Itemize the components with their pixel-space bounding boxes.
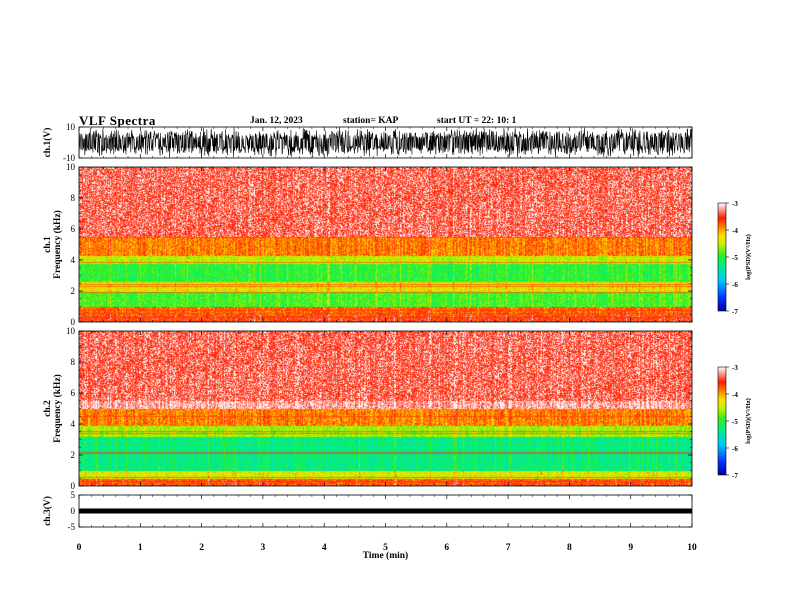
ch1-spectrogram-ytick-label: 4 (71, 255, 76, 265)
x-tick-label: 8 (567, 543, 572, 553)
ch2-spectrogram-ylabel: Frequency (kHz) (52, 374, 63, 443)
ch2-spectrogram-ylabel: ch.2 (43, 400, 53, 417)
ch2-colorbar-tick-label: -6 (732, 445, 738, 453)
ch1-spectrogram-ylabel: Frequency (kHz) (52, 210, 63, 279)
ch1-waveform-ylabel: ch.1(V) (42, 128, 53, 158)
ch2-spectrogram-ytick-label: 10 (66, 326, 76, 336)
ch3-waveform-trace (79, 508, 692, 514)
x-tick-label: 4 (322, 543, 327, 553)
ch1-spectrogram-ytick-label: 6 (71, 224, 76, 234)
x-tick-label: 3 (261, 543, 266, 553)
ch2-colorbar-tick-label: -7 (732, 472, 738, 480)
ch2-colorbar-tick-label: -5 (732, 418, 738, 426)
ch1-spectrogram-ytick-label: 10 (66, 162, 76, 172)
ch1-spectrogram-image (79, 167, 692, 322)
x-tick-label: 0 (77, 543, 82, 553)
date-label: Jan. 12, 2023 (250, 116, 303, 126)
ch2-colorbar-label: log(PSD)(V²/Hz) (745, 398, 752, 444)
ch1-spectrogram-ytick-label: 2 (71, 286, 76, 296)
x-tick-label: 1 (138, 543, 143, 553)
ch1-colorbar (717, 202, 727, 312)
ch2-spectrogram-ytick-label: 4 (71, 419, 76, 429)
ch3-waveform-ytick-label: -5 (68, 522, 76, 532)
x-axis-label: Time (min) (363, 550, 408, 561)
ch1-colorbar-tick-label: -5 (732, 254, 738, 262)
station-label: station= KAP (343, 116, 399, 126)
ch2-colorbar-tick-label: -3 (732, 364, 738, 372)
chart-title: VLF Spectra (79, 113, 156, 128)
x-tick-label: 10 (687, 543, 697, 553)
ch1-waveform-trace (78, 127, 693, 158)
x-tick-label: 6 (444, 543, 449, 553)
ch1-waveform-ytick-label: -10 (63, 153, 75, 163)
ch1-colorbar-tick-label: -6 (732, 281, 738, 289)
ch1-colorbar-tick-label: -7 (732, 308, 738, 316)
x-tick-label: 2 (199, 543, 204, 553)
x-tick-label: 9 (628, 543, 633, 553)
ch3-waveform-ytick-label: 0 (71, 506, 76, 516)
ch3-waveform-ytick-label: 5 (71, 490, 76, 500)
ch1-colorbar-tick-label: -4 (732, 227, 738, 235)
ch1-colorbar-label: log(PSD)(V²/Hz) (745, 234, 752, 280)
x-tick-label: 5 (383, 543, 388, 553)
x-tick-label: 7 (506, 543, 511, 553)
ch1-waveform-ytick-label: 10 (66, 122, 76, 132)
ch1-spectrogram-ytick-label: 8 (71, 193, 76, 203)
start-time-label: start UT = 22: 10: 1 (437, 116, 517, 126)
ch2-colorbar-tick-label: -4 (732, 391, 738, 399)
ch2-colorbar (717, 366, 727, 476)
ch2-spectrogram-ytick-label: 6 (71, 388, 76, 398)
ch3-waveform-ylabel: ch.3(V) (42, 496, 53, 526)
ch2-spectrogram-image (79, 331, 692, 486)
ch2-spectrogram-ytick-label: 8 (71, 357, 76, 367)
ch1-spectrogram-ytick-label: 0 (71, 317, 76, 327)
ch2-spectrogram-ytick-label: 0 (71, 481, 76, 491)
ch2-spectrogram-ytick-label: 2 (71, 450, 76, 460)
ch1-colorbar-tick-label: -3 (732, 200, 738, 208)
ch1-spectrogram-ylabel: ch.1 (43, 236, 53, 253)
